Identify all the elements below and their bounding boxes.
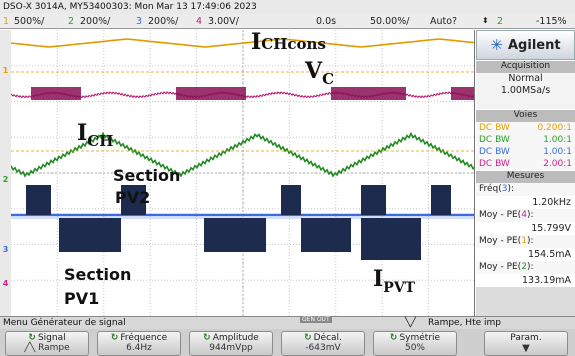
voie-coupling: DC BW: [479, 123, 510, 133]
ch3-scale[interactable]: 200%/: [148, 16, 179, 27]
delay-value[interactable]: 0.0s: [316, 16, 337, 27]
label-ipvt: IPVT: [373, 266, 416, 296]
voie-coupling: DC BW: [479, 135, 510, 145]
brand-name: Agilent: [508, 37, 561, 53]
ch3-burst-up: [26, 185, 51, 215]
ramp-shape-icon: ╲╱: [405, 318, 416, 328]
brand-header: ✳ Agilent: [476, 30, 575, 60]
softkey-amplitude[interactable]: ↻ Amplitude 944mVpp: [189, 331, 273, 356]
voie-row: DC BW 2.00:1: [476, 158, 575, 170]
softkey-param[interactable]: Param. ▼: [484, 331, 568, 356]
rotary-knob-icon: ↻: [110, 333, 119, 343]
softkey-signal[interactable]: ↻ Signal ╱╲ Rampe: [5, 331, 89, 356]
menu-title-bar: Menu Générateur de signal GEN OUT ╲╱ Ram…: [0, 316, 575, 329]
acquisition-header[interactable]: Acquisition: [476, 60, 575, 73]
mesures-header[interactable]: Mesures: [476, 170, 575, 183]
rotary-knob-icon: ↻: [304, 333, 312, 343]
ch4-vc-band: [176, 87, 246, 100]
measurements-list: Fréq(3): 1.20kHz Moy - PE(4): 15.799V Mo…: [476, 183, 575, 287]
ch2-ground-marker[interactable]: 2: [2, 175, 9, 184]
voies-header[interactable]: Voies: [476, 109, 575, 122]
side-panel: ✳ Agilent Acquisition Normal 1.00MSa/s V…: [476, 30, 575, 316]
rotary-knob-icon: ↻: [389, 333, 398, 343]
voie-coupling: DC BW: [479, 147, 510, 157]
ch4-vc-band: [331, 87, 406, 100]
ch4-ground-marker[interactable]: 4: [2, 279, 9, 288]
ch3-burst-down: [204, 218, 266, 252]
timebase-value[interactable]: 50.00%/: [370, 16, 410, 27]
label-section-pv1: Section PV1: [64, 265, 132, 308]
measurement-label: Moy - PE(2):: [476, 261, 575, 274]
acquisition-rate: 1.00MSa/s: [476, 85, 575, 99]
generator-output-info: Rampe, Hte imp: [428, 318, 501, 328]
ch1-scale[interactable]: 500%/: [14, 16, 45, 27]
ramp-wave-icon: ╱╲: [24, 343, 36, 353]
ch3-number[interactable]: 3: [136, 16, 143, 27]
channel-bar: 1 500%/ 2 200%/ 3 200%/ 4 3.00V/ 0.0s 50…: [0, 14, 575, 29]
ch3-burst-down: [361, 218, 421, 260]
measurement-label: Fréq(3):: [476, 183, 575, 196]
acquisition-mode: Normal: [476, 73, 575, 85]
voie-probe-ratio: 1.00:1: [543, 147, 572, 157]
menu-title: Menu Générateur de signal: [3, 318, 126, 328]
voie-probe-ratio: 0.200:1: [537, 123, 572, 133]
ch2-scale[interactable]: 200%/: [80, 16, 111, 27]
gen-out-badge: GEN OUT: [300, 316, 332, 323]
channel-marker-strip: 1 2 3 4: [0, 30, 11, 316]
waveform-traces: [11, 38, 474, 260]
trigger-source[interactable]: 2: [497, 16, 504, 27]
label-section-pv2: Section PV2: [113, 166, 181, 207]
measurement-value: 1.20kHz: [476, 196, 575, 209]
waveform-display[interactable]: ICHcons VC ICH Section PV2 Section PV1 I…: [11, 30, 475, 316]
softkey-frequence[interactable]: ↻ Fréquence 6.4Hz: [97, 331, 181, 356]
ch3-burst-up: [121, 185, 146, 215]
device-info-bar: DSO-X 3014A, MY53400303: Mon Mar 13 17:4…: [0, 0, 575, 14]
ch2-ich-trace: [11, 131, 474, 178]
device-info-text: DSO-X 3014A, MY53400303: Mon Mar 13 17:4…: [3, 2, 257, 12]
label-ichcons: ICHcons: [251, 30, 326, 55]
ch3-burst-up: [431, 185, 451, 215]
ch4-number[interactable]: 4: [196, 16, 203, 27]
voie-row: DC BW 0.200:1: [476, 122, 575, 134]
softkey-bar: ↻ Signal ╱╲ Rampe ↻ Fréquence 6.4Hz ↻ Ampli…: [0, 329, 575, 356]
ch1-ichcons-trace: [11, 38, 474, 48]
rotary-knob-icon: ↻: [28, 333, 36, 343]
ch3-burst-up: [281, 185, 301, 215]
ch4-scale[interactable]: 3.00V/: [208, 16, 239, 27]
ch1-number[interactable]: 1: [3, 16, 10, 27]
ch4-vc-band: [451, 87, 474, 100]
ch1-ground-marker[interactable]: 1: [2, 66, 9, 75]
ch3-burst-down: [59, 218, 121, 252]
trigger-edge-icon: ⬍: [482, 16, 489, 25]
softkey-decalage[interactable]: ↻ Décal. -643mV: [281, 331, 365, 356]
trigger-mode[interactable]: Auto?: [430, 16, 458, 27]
measurement-value: 15.799V: [476, 222, 575, 235]
trigger-level[interactable]: -115%: [536, 16, 567, 27]
rotary-knob-icon: ↻: [203, 333, 211, 343]
voie-coupling: DC BW: [479, 159, 510, 169]
label-vc: VC: [305, 58, 335, 88]
waveform-canvas: [11, 30, 474, 316]
voies-list: DC BW 0.200:1 DC BW 1.00:1 DC BW 1.00:1 DC …: [476, 122, 575, 170]
ch2-number[interactable]: 2: [68, 16, 75, 27]
ch3-burst-up: [361, 185, 386, 215]
down-arrow-icon: ▼: [522, 343, 530, 354]
measurement-value: 154.5mA: [476, 248, 575, 261]
voie-row: DC BW 1.00:1: [476, 146, 575, 158]
ch4-vc-band: [31, 87, 81, 100]
ch3-burst-down: [301, 218, 351, 252]
agilent-spark-icon: ✳: [490, 36, 503, 54]
voie-probe-ratio: 1.00:1: [543, 135, 572, 145]
ch3-ground-marker[interactable]: 3: [2, 245, 9, 254]
measurement-label: Moy - PE(4):: [476, 209, 575, 222]
softkey-symetrie[interactable]: ↻ Symétrie 50%: [373, 331, 457, 356]
label-ich: ICH: [77, 120, 114, 150]
voie-row: DC BW 1.00:1: [476, 134, 575, 146]
measurement-label: Moy - PE(1):: [476, 235, 575, 248]
measurement-value: 133.19mA: [476, 274, 575, 287]
voie-probe-ratio: 2.00:1: [543, 159, 572, 169]
